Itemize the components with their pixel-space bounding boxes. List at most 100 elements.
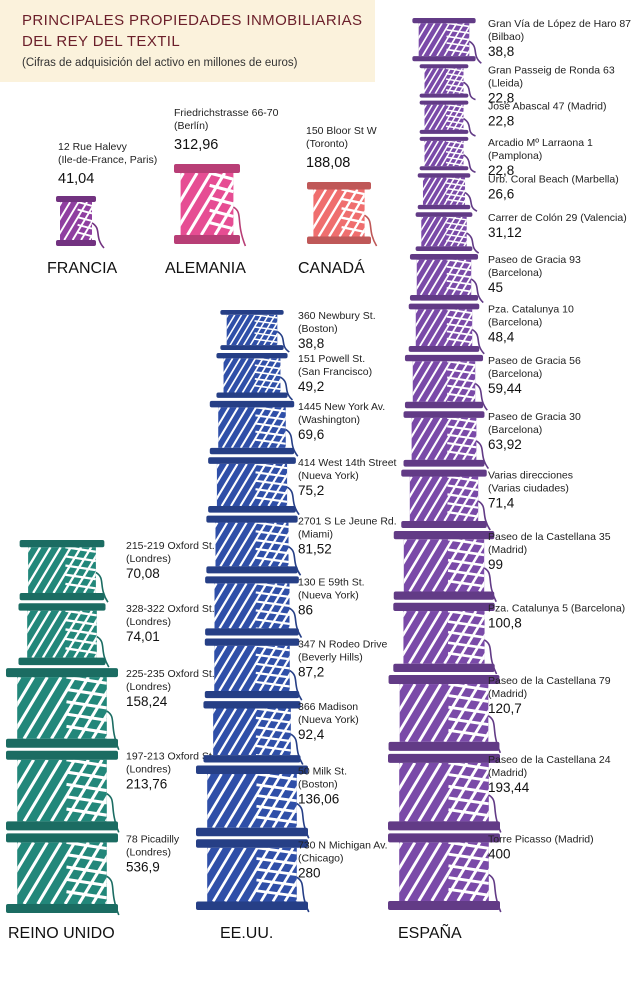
chart-title-line1: PRINCIPALES PROPIEDADES INMOBILIARIAS: [22, 12, 363, 29]
spool-4-3: [208, 457, 300, 516]
country-label-0: FRANCIA: [47, 260, 118, 277]
label-value-5-14: 193,44: [488, 780, 530, 795]
label-location-0-0: (Ile-de-France, Paris): [58, 154, 157, 166]
label-value-5-2: 22,8: [488, 114, 514, 129]
country-label-2: CANADÁ: [298, 258, 365, 277]
label-location-5-13: (Madrid): [488, 688, 527, 700]
spool-5-15: [388, 833, 502, 913]
spool-3-1: [18, 603, 110, 668]
label-location-2-0: (Toronto): [306, 138, 348, 150]
label-name-5-4: Urb. Coral Beach (Marbella): [488, 173, 619, 185]
label-name-5-1: Gran Passeig de Ronda 63: [488, 64, 615, 76]
label-name-4-2: 1445 New York Av.: [298, 401, 385, 413]
spool-5-8: [404, 354, 488, 411]
label-value-4-8: 136,06: [298, 792, 339, 807]
label-name-0-0: 12 Rue Halevy: [58, 141, 128, 153]
label-value-4-6: 87,2: [298, 665, 324, 680]
label-location-5-8: (Barcelona): [488, 368, 542, 380]
label-value-5-1: 22,8: [488, 90, 514, 105]
label-value-4-7: 92,4: [298, 727, 325, 742]
label-name-4-4: 2701 S Le Jeune Rd.: [298, 516, 397, 528]
label-value-4-2: 69,6: [298, 427, 324, 442]
label-value-5-5: 31,12: [488, 225, 522, 240]
spool-5-9: [403, 411, 490, 470]
spool-4-1: [216, 352, 294, 401]
spool-5-12: [393, 602, 498, 675]
label-name-3-0: 215-219 Oxford St.: [126, 540, 215, 552]
label-value-0-0: 41,04: [58, 171, 94, 187]
label-value-3-2: 158,24: [126, 694, 168, 709]
label-value-3-4: 536,9: [126, 859, 160, 874]
spool-5-2: [419, 100, 476, 137]
spool-5-5: [415, 212, 480, 254]
spool-5-3: [419, 136, 476, 174]
label-name-5-12: Pza. Catalunya 5 (Barcelona): [488, 603, 625, 615]
label-value-3-0: 70,08: [126, 566, 160, 581]
spool-3-2: [6, 668, 120, 751]
spool-4-0: [220, 310, 290, 353]
spool-5-0: [412, 18, 482, 64]
label-name-1-0: Friedrichstrasse 66-70: [174, 107, 279, 119]
label-location-4-0: (Boston): [298, 323, 338, 335]
label-value-5-13: 120,7: [488, 701, 522, 716]
country-label-4: EE.UU.: [220, 925, 273, 942]
label-location-4-2: (Washington): [298, 414, 360, 426]
label-name-4-1: 151 Powell St.: [298, 353, 365, 365]
label-name-3-4: 78 Picadilly: [126, 833, 180, 845]
label-value-3-1: 74,01: [126, 629, 160, 644]
label-location-4-8: (Boston): [298, 779, 338, 791]
spool-2-0: [307, 182, 378, 247]
label-value-4-9: 280: [298, 865, 321, 880]
spool-5-10: [401, 469, 491, 531]
label-name-5-9: Paseo de Gracia 30: [488, 411, 581, 423]
label-name-5-11: Paseo de la Castellana 35: [488, 531, 611, 543]
label-name-5-6: Paseo de Gracia 93: [488, 254, 581, 266]
label-location-4-3: (Nueva York): [298, 470, 359, 482]
spool-4-9: [196, 839, 310, 913]
label-name-5-8: Paseo de Gracia 56: [488, 355, 581, 367]
label-location-5-10: (Varias ciudades): [488, 483, 569, 495]
label-value-5-0: 38,8: [488, 44, 514, 59]
label-name-4-7: 366 Madison: [298, 701, 358, 713]
label-name-5-0: Gran Vía de López de Haro 87: [488, 18, 631, 30]
label-name-4-6: 347 N Rodeo Drive: [298, 639, 387, 651]
label-value-4-5: 86: [298, 602, 313, 617]
label-location-3-3: (Londres): [126, 764, 171, 776]
spool-5-11: [393, 531, 497, 603]
label-location-4-6: (Beverly Hills): [298, 652, 363, 664]
label-location-5-14: (Madrid): [488, 767, 527, 779]
spool-5-6: [409, 254, 484, 304]
label-name-5-3: Arcadio Mº Larraona 1: [488, 137, 593, 149]
label-value-1-0: 312,96: [174, 137, 218, 153]
spool-5-7: [408, 303, 485, 355]
country-label-5: ESPAÑA: [398, 922, 462, 942]
label-location-1-0: (Berlín): [174, 120, 208, 132]
spool-4-8: [196, 765, 310, 839]
label-value-3-3: 213,76: [126, 777, 167, 792]
label-name-5-5: Carrer de Colón 29 (Valencia): [488, 212, 627, 224]
spool-3-4: [6, 833, 120, 916]
label-value-5-11: 99: [488, 557, 503, 572]
label-location-5-9: (Barcelona): [488, 424, 542, 436]
label-name-4-5: 130 E 59th St.: [298, 576, 365, 588]
chart-subtitle: (Cifras de adquisición del activo en mil…: [22, 57, 298, 69]
label-location-3-4: (Londres): [126, 846, 171, 858]
label-name-4-0: 360 Newbury St.: [298, 310, 376, 322]
label-name-3-2: 225-235 Oxford St.: [126, 668, 215, 680]
label-value-5-12: 100,8: [488, 616, 522, 631]
spool-3-3: [6, 750, 120, 833]
label-name-3-1: 328-322 Oxford St.: [126, 603, 215, 615]
country-label-3: REINO UNIDO: [8, 925, 115, 942]
label-value-4-4: 81,52: [298, 542, 332, 557]
chart-title-line2: DEL REY DEL TEXTIL: [22, 33, 181, 50]
spool-5-14: [388, 753, 502, 833]
spool-4-6: [204, 638, 303, 701]
label-location-5-6: (Barcelona): [488, 267, 542, 279]
label-location-4-9: (Chicago): [298, 852, 344, 864]
label-name-5-13: Paseo de la Castellana 79: [488, 675, 611, 687]
label-name-5-10: Varias direcciones: [488, 470, 573, 482]
spool-5-13: [388, 675, 502, 754]
title-box: PRINCIPALES PROPIEDADES INMOBILIARIAS DE…: [0, 0, 375, 82]
spool-4-7: [203, 701, 304, 765]
